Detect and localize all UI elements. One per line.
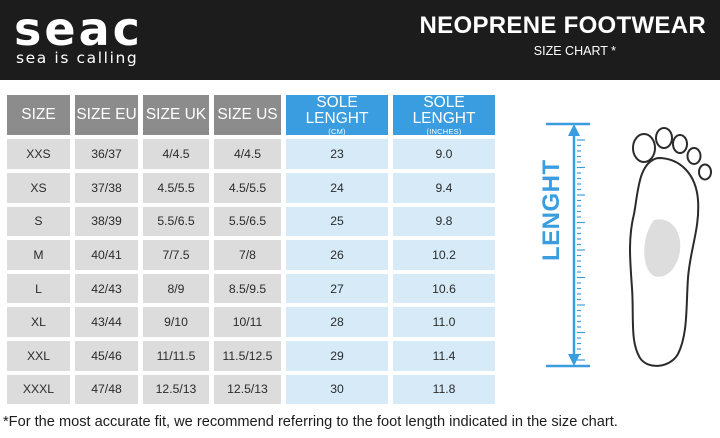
brand-tagline: sea is calling — [16, 49, 139, 67]
cell-sole-cm: 25 — [286, 206, 388, 237]
cell-size-eu: 37/38 — [75, 173, 138, 203]
cell-size-us: 7/8 — [214, 240, 281, 270]
unit-cm: (CM) — [328, 126, 346, 136]
cell-size: XL — [7, 307, 70, 337]
cell-sole-cm: 23 — [286, 139, 388, 169]
cell-sole-cm: 27 — [286, 273, 388, 304]
table-row: XS 37/38 4.5/5.5 4.5/5.5 24 9.4 — [7, 173, 495, 203]
cell-size-us: 5.5/6.5 — [214, 206, 281, 237]
cell-size-uk: 7/7.5 — [143, 240, 209, 270]
cell-size-us: 8.5/9.5 — [214, 273, 281, 304]
cell-sole-inches: 9.4 — [393, 173, 495, 203]
page-subtitle: SIZE CHART * — [533, 44, 616, 58]
cell-sole-cm: 29 — [286, 340, 388, 371]
cell-size-us: 4/4.5 — [214, 139, 281, 169]
header-bar: seac sea is calling NEOPRENE FOOTWEAR SI… — [0, 0, 720, 80]
table-row: XL 43/44 9/10 10/11 28 11.0 — [7, 307, 495, 337]
cell-size-eu: 36/37 — [75, 139, 138, 169]
brand-logo: seac — [14, 2, 143, 56]
size-chart-table: SIZE SIZE EU SIZE UK SIZE US SOLE LENGHT… — [2, 91, 500, 408]
cell-size: XS — [7, 173, 70, 203]
table-row: S 38/39 5.5/6.5 5.5/6.5 25 9.8 — [7, 206, 495, 237]
cell-size-eu: 42/43 — [75, 273, 138, 304]
cell-size-us: 12.5/13 — [214, 374, 281, 405]
table-header-row: SIZE SIZE EU SIZE UK SIZE US SOLE LENGHT… — [7, 94, 495, 136]
cell-sole-cm: 26 — [286, 240, 388, 270]
cell-sole-inches: 10.6 — [393, 273, 495, 304]
unit-inches: (INCHES) — [426, 126, 462, 136]
cell-size-us: 10/11 — [214, 307, 281, 337]
fit-footnote: *For the most accurate fit, we recommend… — [3, 414, 618, 430]
column-header-size-eu: SIZE EU — [75, 95, 138, 136]
cell-size: XXS — [7, 139, 70, 169]
cell-size-uk: 4/4.5 — [143, 139, 209, 169]
table-row: XXXL 47/48 12.5/13 12.5/13 30 11.8 — [7, 374, 495, 405]
column-header-size: SIZE — [7, 95, 70, 136]
cell-size: XXL — [7, 340, 70, 371]
column-header-sole-cm: SOLE LENGHT (CM) — [286, 94, 388, 136]
cell-sole-inches: 9.0 — [393, 139, 495, 169]
table-row: XXL 45/46 11/11.5 11.5/12.5 29 11.4 — [7, 340, 495, 371]
cell-size-eu: 47/48 — [75, 374, 138, 405]
cell-size-uk: 5.5/6.5 — [143, 206, 209, 237]
foot-sole-icon — [546, 122, 712, 368]
cell-sole-inches: 9.8 — [393, 206, 495, 237]
cell-sole-inches: 11.4 — [393, 340, 495, 371]
cell-sole-cm: 28 — [286, 307, 388, 337]
cell-size: XXXL — [7, 374, 70, 405]
cell-size-eu: 43/44 — [75, 307, 138, 337]
cell-sole-inches: 11.0 — [393, 307, 495, 337]
cell-size: L — [7, 273, 70, 304]
cell-sole-inches: 10.2 — [393, 240, 495, 270]
column-header-sole-inches: SOLE LENGHT (INCHES) — [393, 94, 495, 136]
cell-size-uk: 11/11.5 — [143, 340, 209, 371]
cell-size-eu: 45/46 — [75, 340, 138, 371]
table-row: M 40/41 7/7.5 7/8 26 10.2 — [7, 240, 495, 270]
page-title: NEOPRENE FOOTWEAR — [419, 12, 706, 39]
cell-size-eu: 38/39 — [75, 206, 138, 237]
table-row: XXS 36/37 4/4.5 4/4.5 23 9.0 — [7, 139, 495, 169]
column-header-size-us: SIZE US — [214, 95, 281, 136]
cell-size-us: 4.5/5.5 — [214, 173, 281, 203]
column-header-size-uk: SIZE UK — [143, 95, 209, 136]
cell-size: S — [7, 206, 70, 237]
cell-sole-cm: 24 — [286, 173, 388, 203]
table-row: L 42/43 8/9 8.5/9.5 27 10.6 — [7, 273, 495, 304]
cell-sole-inches: 11.8 — [393, 374, 495, 405]
cell-size-us: 11.5/12.5 — [214, 340, 281, 371]
cell-size-uk: 4.5/5.5 — [143, 173, 209, 203]
cell-size-eu: 40/41 — [75, 240, 138, 270]
cell-size: M — [7, 240, 70, 270]
cell-size-uk: 9/10 — [143, 307, 209, 337]
cell-sole-cm: 30 — [286, 374, 388, 405]
cell-size-uk: 12.5/13 — [143, 374, 209, 405]
length-arrow-icon — [546, 122, 590, 368]
foot-diagram — [530, 110, 720, 380]
cell-size-uk: 8/9 — [143, 273, 209, 304]
